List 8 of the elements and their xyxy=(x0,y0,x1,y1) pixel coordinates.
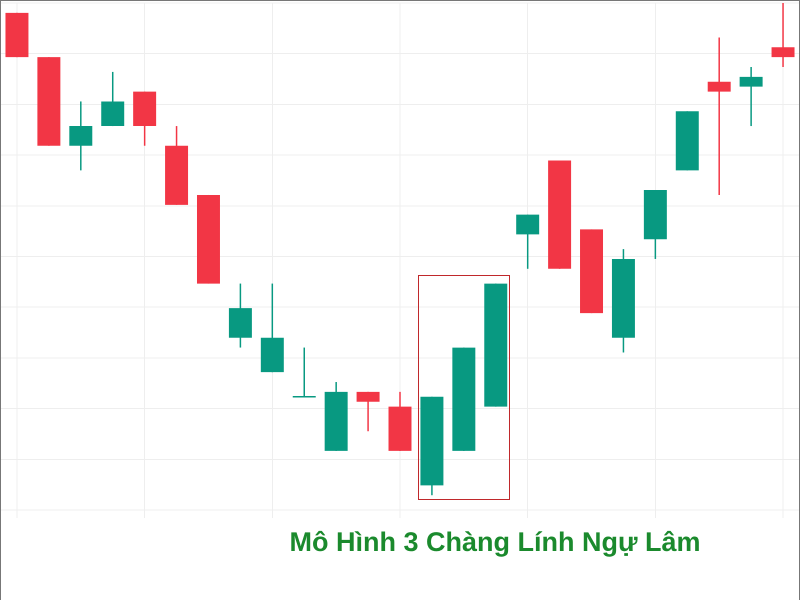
candlestick xyxy=(708,36,731,196)
text: Mô Hình 3 Chàng Lính Ngự Lâm xyxy=(288,527,702,558)
candlestick xyxy=(740,66,763,127)
candlestick xyxy=(356,391,380,432)
candlestick xyxy=(516,214,540,270)
candlestick xyxy=(69,100,92,172)
candlestick xyxy=(292,346,316,398)
candlestick xyxy=(772,2,795,68)
